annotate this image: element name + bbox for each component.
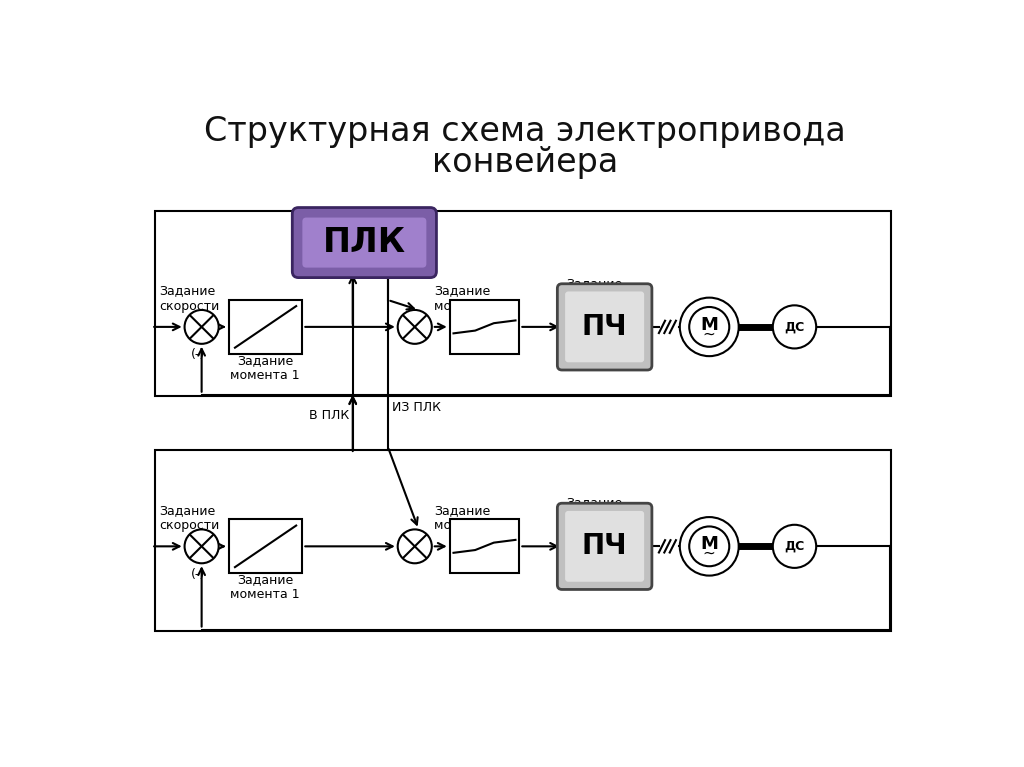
Text: Задание
скорости: Задание скорости [159,285,219,312]
Text: Задание
скорости: Задание скорости [159,504,219,532]
Text: Структурная схема электропривода: Структурная схема электропривода [204,115,846,148]
Text: ИЗ ПЛК: ИЗ ПЛК [391,401,440,414]
FancyBboxPatch shape [565,511,644,581]
Bar [228,300,302,354]
Bar [450,300,519,354]
Circle shape [773,525,816,568]
Bar [450,519,519,573]
Text: М: М [700,315,718,334]
Text: Задание
момента 1: Задание момента 1 [230,573,300,601]
Text: ПЛК: ПЛК [323,226,406,259]
Text: Задание
момента: Задание момента [566,277,624,304]
Text: ПЧ: ПЧ [582,532,628,561]
Text: Задание
момента 1: Задание момента 1 [230,354,300,382]
Text: ПЧ: ПЧ [582,313,628,341]
Text: (-): (-) [190,348,205,361]
FancyBboxPatch shape [557,503,652,590]
FancyBboxPatch shape [557,284,652,370]
Text: (-): (-) [190,568,205,581]
Text: конвейера: конвейера [432,146,617,179]
Bar [155,212,891,397]
Text: М: М [700,535,718,553]
FancyBboxPatch shape [565,291,644,362]
Circle shape [397,310,432,344]
Circle shape [680,298,738,356]
Circle shape [773,305,816,348]
Text: ДС: ДС [784,540,805,553]
Text: ДС: ДС [784,321,805,334]
FancyBboxPatch shape [302,218,426,268]
Text: Задание
момента 2: Задание момента 2 [434,285,504,312]
Circle shape [184,310,219,344]
Circle shape [184,529,219,563]
Bar [155,450,891,631]
Text: Задание
момента: Задание момента [566,496,624,525]
Text: ~: ~ [702,326,716,341]
Circle shape [689,307,729,347]
FancyBboxPatch shape [292,208,436,278]
Circle shape [680,517,738,575]
Text: ~: ~ [702,546,716,561]
Circle shape [397,529,432,563]
Text: Задание
момента 2: Задание момента 2 [434,504,504,532]
Circle shape [689,526,729,566]
Bar [228,519,302,573]
Text: В ПЛК: В ПЛК [308,409,349,422]
